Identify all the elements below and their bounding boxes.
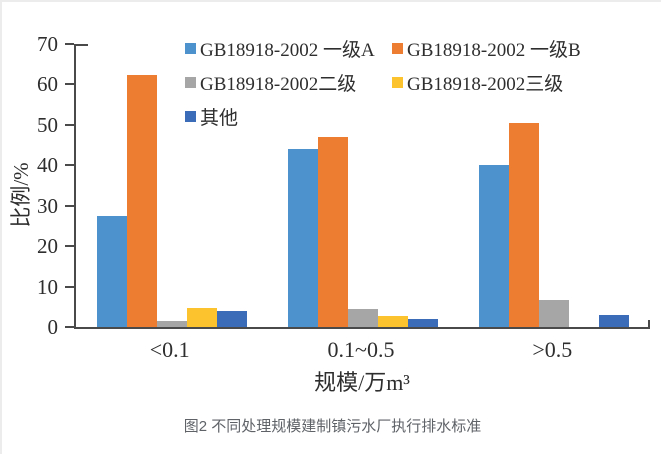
bar-series-0-cat-2 (479, 165, 510, 327)
legend-label: GB18918-2002二级 (200, 74, 357, 95)
legend-item-4: 其他 (185, 103, 392, 130)
legend-item-3: GB18918-2002三级 (392, 69, 581, 96)
bar-group (288, 44, 438, 327)
bar-series-3-cat-1 (378, 316, 408, 327)
legend-label: GB18918-2002三级 (407, 74, 564, 95)
x-tick-label: >0.5 (532, 337, 573, 362)
legend-item-2: GB18918-2002二级 (185, 69, 392, 96)
y-tick-mark (65, 164, 74, 167)
y-tick-mark (65, 204, 74, 207)
legend-label: GB18918-2002 一级B (407, 40, 581, 61)
y-tick-mark (65, 326, 74, 328)
legend-swatch-icon (392, 77, 403, 88)
bar-series-1-cat-2 (509, 122, 540, 327)
y-tick-label: 50 (37, 112, 58, 137)
plot-area (74, 44, 650, 329)
y-tick-mark (65, 285, 74, 288)
legend-swatch-icon (392, 43, 403, 54)
chart-legend: GB18918-2002 一级A GB18918-2002 一级B GB18918-… (185, 35, 581, 130)
x-tick-label: <0.1 (149, 337, 190, 362)
y-tick-label: 30 (37, 193, 58, 218)
legend-swatch-icon (185, 77, 196, 88)
bar-series-1-cat-1 (318, 137, 348, 327)
bar-group (96, 44, 247, 327)
bar-series-2-cat-0 (156, 320, 187, 327)
bar-series-4-cat-2 (599, 314, 630, 327)
y-tick-label: 20 (37, 234, 58, 259)
legend-label: 其他 (200, 108, 239, 129)
bar-series-0-cat-1 (288, 149, 318, 327)
bar-series-4-cat-1 (408, 318, 438, 327)
x-axis-end-tick (648, 320, 650, 327)
legend-item-0: GB18918-2002 一级A (185, 35, 392, 62)
y-tick-mark (65, 83, 74, 86)
bar-group (479, 44, 630, 327)
bar-series-4-cat-0 (216, 310, 247, 327)
bar-series-0-cat-0 (96, 215, 127, 327)
y-tick-mark (65, 123, 74, 126)
y-tick-mark (65, 245, 74, 248)
bar-series-2-cat-2 (539, 299, 570, 327)
legend-item-1: GB18918-2002 一级B (392, 35, 581, 62)
y-axis-top-tick (76, 44, 88, 46)
figure-caption: 图2 不同处理规模建制镇污水厂执行排水标准 (183, 418, 482, 435)
y-tick-label: 10 (37, 274, 58, 299)
bar-series-3-cat-0 (186, 307, 217, 327)
bar-series-2-cat-1 (348, 308, 378, 327)
y-tick-label: 0 (47, 315, 59, 339)
legend-swatch-icon (185, 111, 196, 122)
x-axis-title: 规模/万m³ (314, 370, 410, 395)
y-tick-label: 60 (37, 72, 58, 97)
bar-chart: 比例/% 0 10 20 30 40 50 60 70 GB18918-2002 一级A GB1… (2, 2, 661, 402)
x-tick-label: 0.1~0.5 (327, 337, 395, 362)
bar-series-1-cat-0 (126, 75, 157, 327)
y-tick-mark (65, 43, 74, 45)
legend-swatch-icon (185, 43, 196, 54)
y-tick-label: 40 (37, 153, 58, 178)
y-tick-label: 70 (37, 32, 58, 56)
legend-label: GB18918-2002 一级A (200, 40, 375, 61)
